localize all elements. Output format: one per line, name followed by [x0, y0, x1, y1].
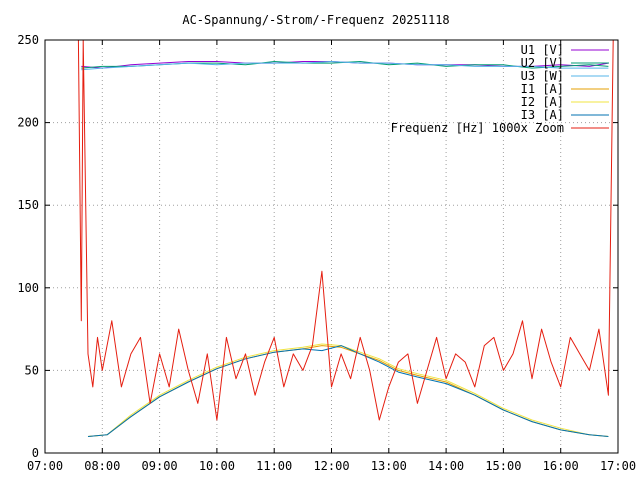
y-tick-label: 150 [17, 198, 39, 212]
y-tick-label: 100 [17, 281, 39, 295]
y-tick-label: 0 [32, 446, 39, 460]
legend-label: U1 [V] [521, 43, 564, 57]
x-tick-label: 17:00 [600, 459, 636, 473]
x-tick-label: 13:00 [371, 459, 407, 473]
series-line-u3-w [81, 61, 609, 71]
y-tick-label: 200 [17, 116, 39, 130]
series-line-frequenz-hz-1000x-zoom [77, 39, 614, 421]
series-layer [77, 39, 614, 437]
legend-label: U2 [V] [521, 56, 564, 70]
x-tick-label: 07:00 [27, 459, 63, 473]
legend-label: I1 [A] [521, 82, 564, 96]
series-line-i1-a [87, 345, 609, 437]
x-tick-label: 15:00 [485, 459, 521, 473]
y-tick-label: 250 [17, 33, 39, 47]
x-tick-label: 12:00 [313, 459, 349, 473]
x-tick-label: 11:00 [256, 459, 292, 473]
legend-label: I2 [A] [521, 95, 564, 109]
legend-label: I3 [A] [521, 108, 564, 122]
legend-label: U3 [W] [521, 69, 564, 83]
chart-title: AC-Spannung/-Strom/-Frequenz 20251118 [182, 13, 449, 27]
x-tick-label: 08:00 [84, 459, 120, 473]
x-tick-label: 10:00 [199, 459, 235, 473]
legend-label: Frequenz [Hz] 1000x Zoom [391, 121, 564, 135]
x-tick-label: 09:00 [142, 459, 178, 473]
x-tick-label: 16:00 [543, 459, 579, 473]
x-tick-label: 14:00 [428, 459, 464, 473]
legend: U1 [V]U2 [V]U3 [W]I1 [A]I2 [A]I3 [A]Freq… [391, 43, 609, 135]
series-line-i3-a [87, 345, 609, 437]
series-line-i2-a [87, 343, 609, 437]
axis-layer: 07:00 08:00 09:00 10:00 11:00 12:00 13:00 14:00… [17, 33, 636, 473]
y-tick-label: 50 [25, 363, 39, 377]
